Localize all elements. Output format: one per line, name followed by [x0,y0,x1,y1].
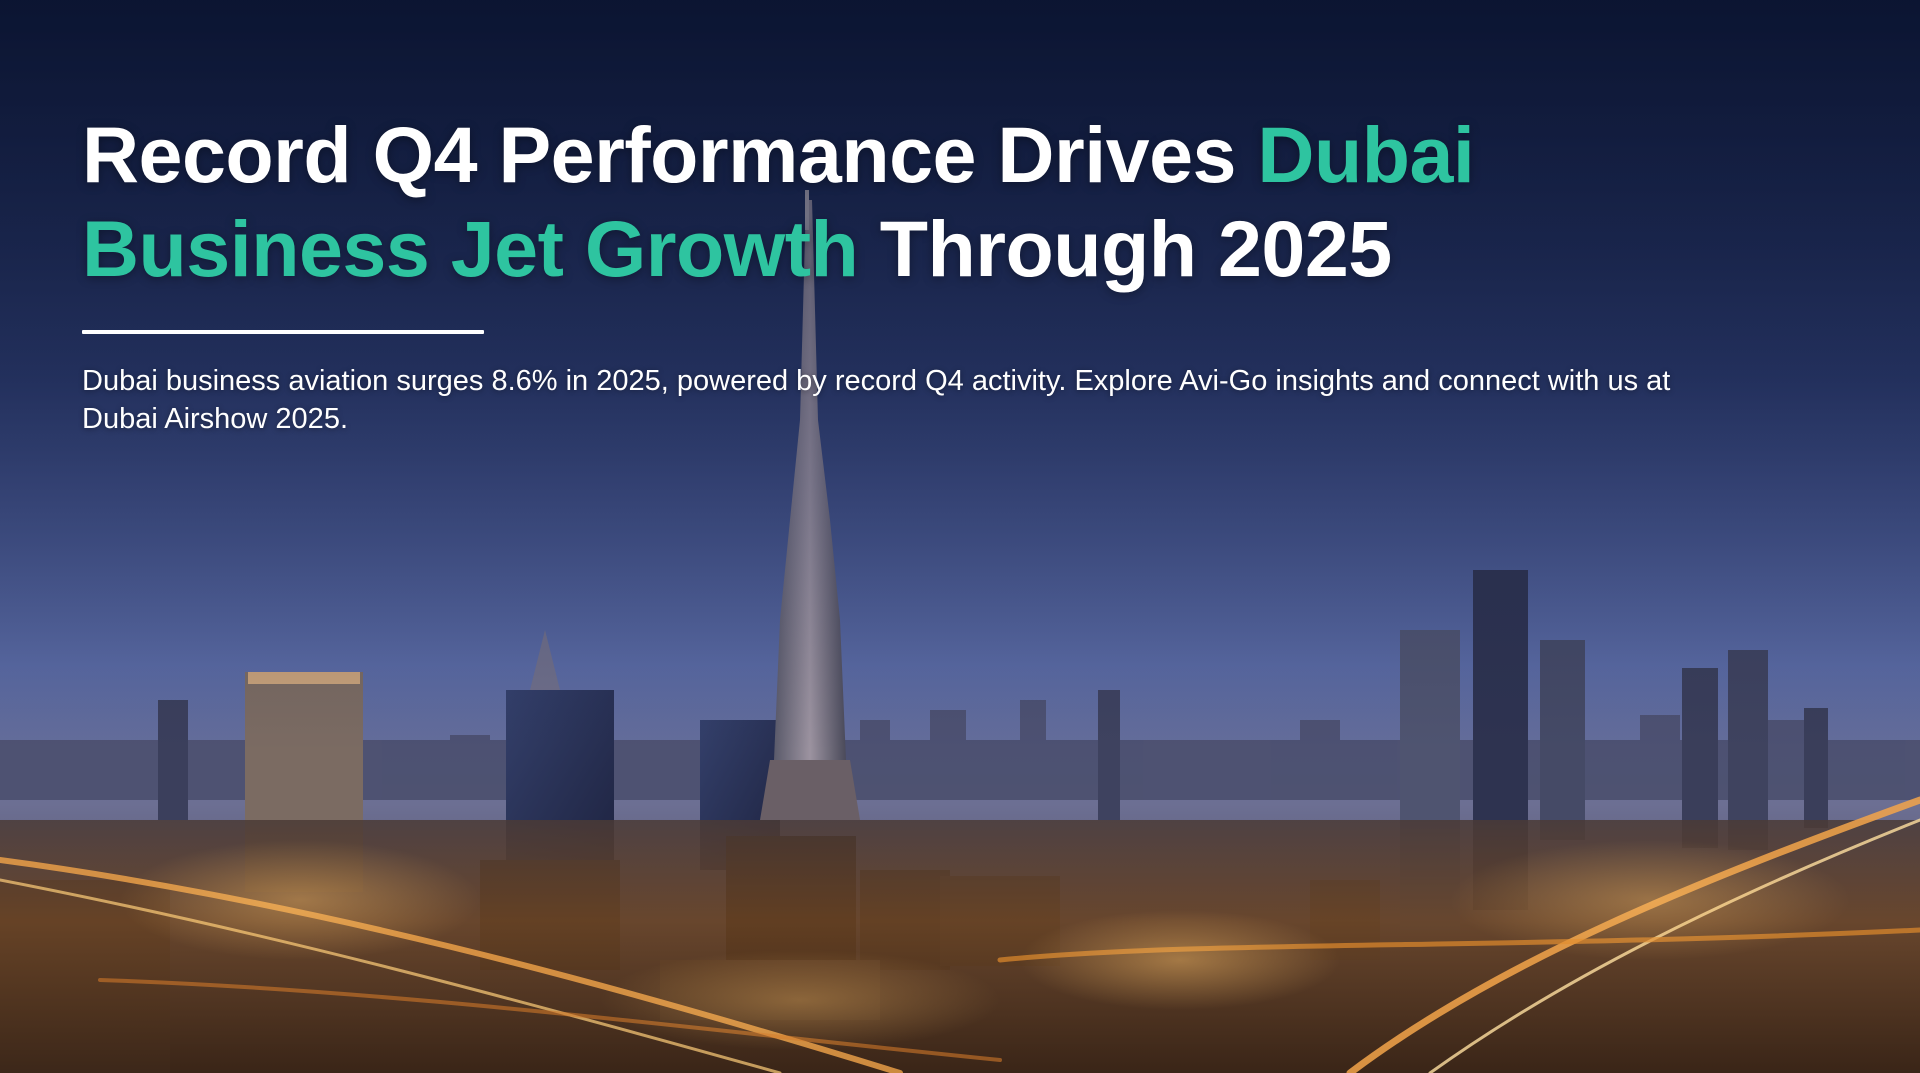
headline-part-2: Through 2025 [858,204,1393,293]
title-divider [82,330,484,334]
hero-section: Record Q4 Performance Drives Dubai Busin… [82,108,1782,438]
page-title: Record Q4 Performance Drives Dubai Busin… [82,108,1782,296]
headline-part-1: Record Q4 Performance Drives [82,110,1258,199]
hero-summary: Dubai business aviation surges 8.6% in 2… [82,365,1671,435]
headline-accent: Dubai Business Jet Growth [82,110,1475,293]
